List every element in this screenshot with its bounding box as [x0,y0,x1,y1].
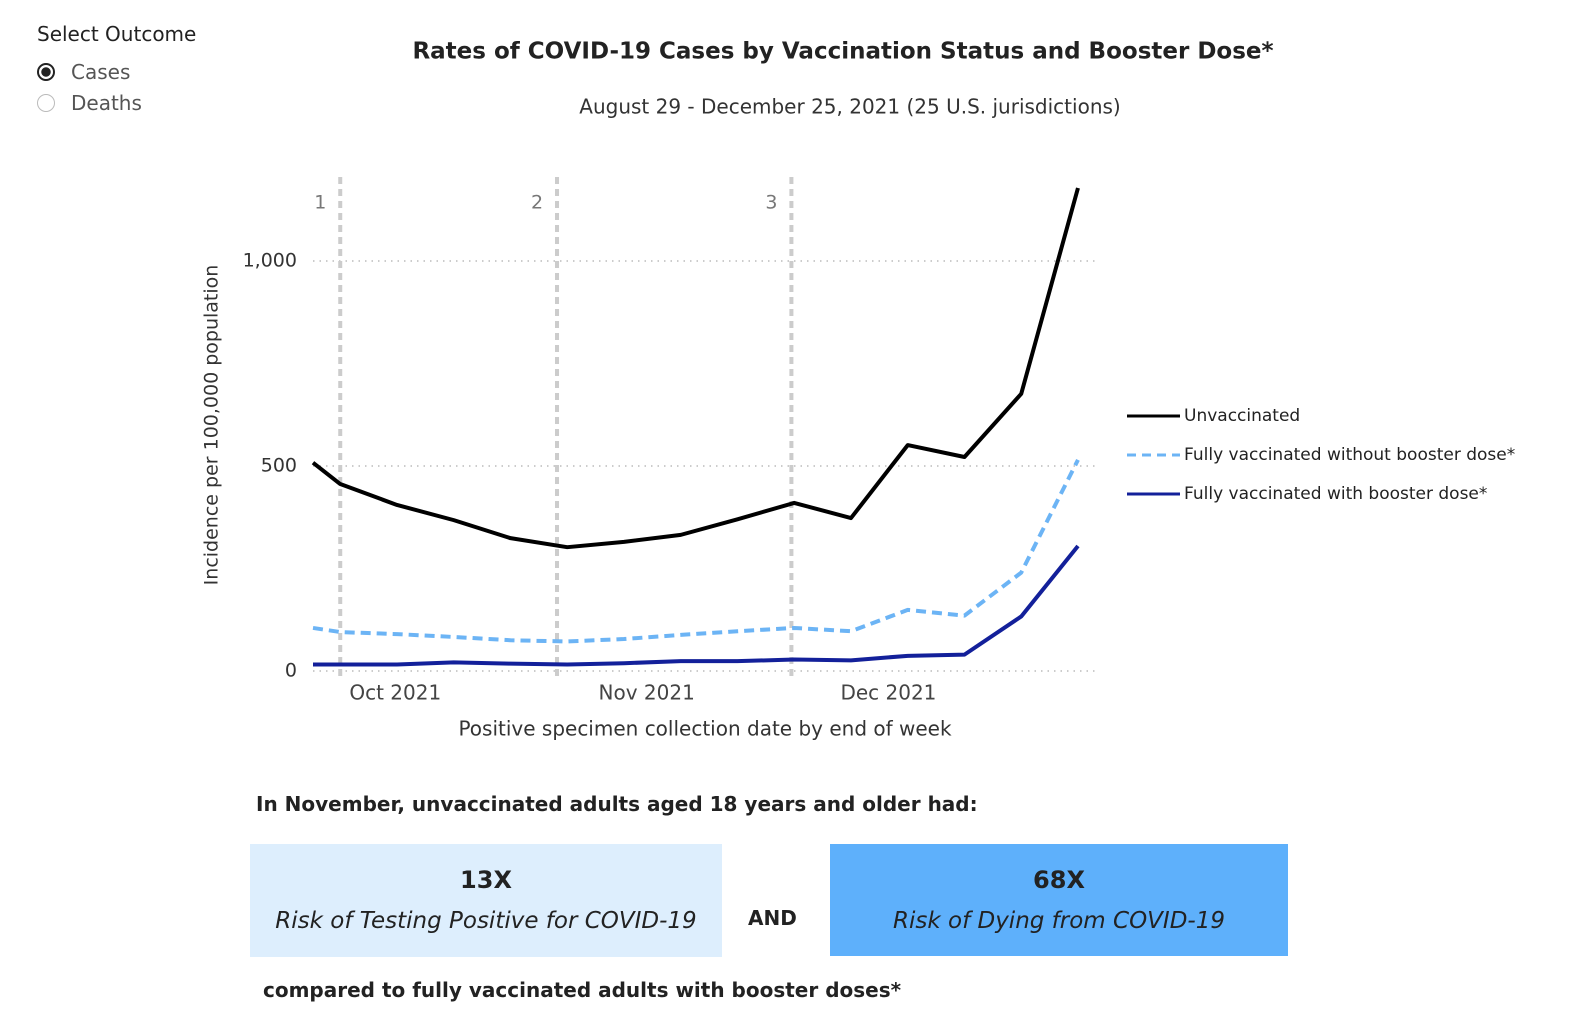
radio-option[interactable]: Deaths [37,87,142,118]
radio-label: Deaths [71,90,142,115]
legend-label: Unvaccinated [1184,406,1300,426]
card-value: 13X [460,866,512,894]
radio-option[interactable]: Cases [37,56,142,87]
summary-intro: In November, unvaccinated adults aged 18… [256,792,978,816]
annotation-label: 1 [314,192,326,214]
x-tick-label: Nov 2021 [599,681,695,705]
radio[interactable] [37,62,55,81]
card-value: 68X [1033,866,1085,894]
series-line [311,187,1080,550]
x-axis-label: Positive specimen collection date by end… [458,717,952,741]
selector-label: Select Outcome [37,22,197,46]
y-tick-label: 1,000 [243,250,297,272]
y-tick-label: 500 [261,455,297,477]
card: 68X Risk of Dying from COVID-19 [830,844,1288,956]
y-tick-label: 0 [285,660,297,682]
summary-outro: compared to fully vaccinated adults with… [263,978,902,1002]
card-text: Risk of Testing Positive for COVID-19 [275,908,697,934]
outcome-options: Cases Deaths [37,56,142,118]
annotation-label: 3 [765,192,777,214]
annotation-label: 2 [531,192,543,214]
chart-subtitle: August 29 - December 25, 2021 (25 U.S. j… [579,95,1120,119]
legend-label: Fully vaccinated without booster dose* [1184,445,1515,465]
y-axis-label: Incidence per 100,000 population [201,265,223,586]
x-tick-label: Dec 2021 [840,681,936,705]
x-tick-label: Oct 2021 [349,681,441,705]
legend-label: Fully vaccinated with booster dose* [1184,484,1487,504]
joiner: AND [748,906,797,930]
chart-title: Rates of COVID-19 Cases by Vaccination S… [412,39,1273,65]
series-line [313,544,1080,667]
radio-label: Cases [71,59,131,84]
radio[interactable] [37,93,55,112]
card: 13X Risk of Testing Positive for COVID-1… [250,844,722,957]
chart: Rates of COVID-19 Cases by Vaccination S… [201,39,1516,741]
card-text: Risk of Dying from COVID-19 [893,908,1225,934]
series-line [312,458,1080,644]
